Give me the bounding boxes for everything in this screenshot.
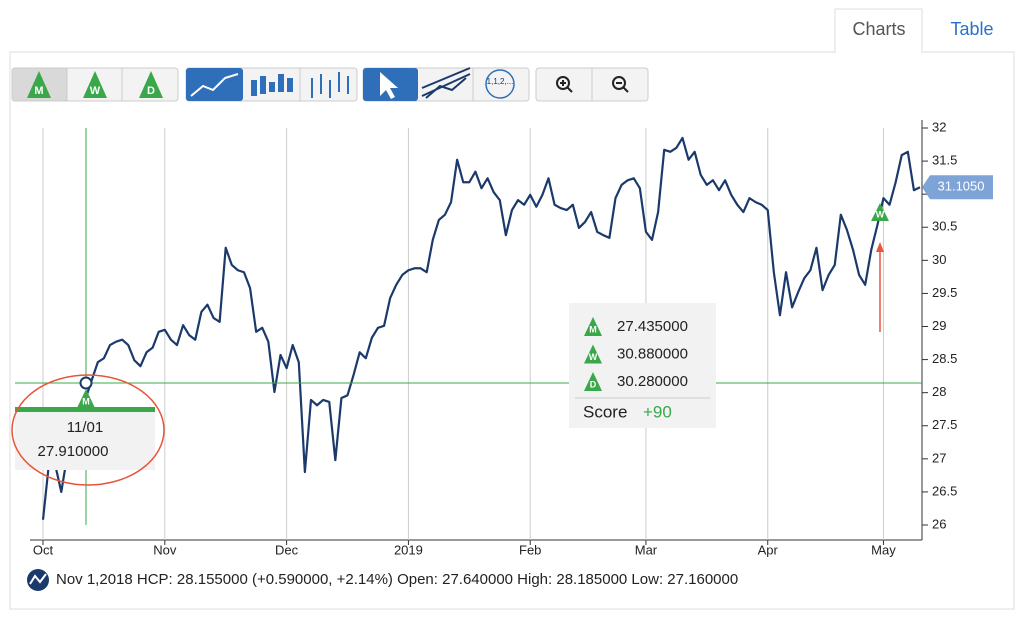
y-tick-label: 28 [932,384,946,399]
price-line [41,136,921,520]
pointer-icon [380,72,398,99]
signal-icon [584,372,602,391]
zoom-out[interactable] [612,76,629,93]
x-tick-label: Oct [33,542,54,557]
fib-icon[interactable] [485,69,515,99]
line-button-active[interactable] [186,68,243,101]
price-tag [922,175,993,200]
y-tick-label: 32 [932,119,946,134]
fib-icon-text: 1,1,2,... [487,77,514,86]
x-tick-label: Nov [153,542,177,557]
m-icon[interactable] [27,71,51,98]
w-signal [871,203,889,221]
crosshair-tag [15,412,155,470]
x-tick-label: Dec [275,542,299,557]
crosshair-tag-bar [15,407,155,412]
signal-letter: W [589,352,598,362]
m-signal-letter: M [82,396,90,406]
score-value: +90 [643,402,672,421]
panel [9,51,1015,610]
tab-table[interactable]: Table [950,19,993,39]
signal-letter: M [589,324,597,334]
d-letter: D [147,85,155,97]
ohlc-icon[interactable] [311,72,349,98]
y-tick-label: 28.5 [932,351,957,366]
x-tick-label: May [871,542,896,557]
signal-rows: M 27.435000 W 30.880000 D 30.280000 [584,317,688,391]
line-icon [190,73,239,97]
signal-icon [584,317,602,336]
score-label: Score [583,402,627,421]
w-letter: W [90,85,101,97]
w-icon[interactable] [83,71,107,98]
hover-point [79,376,93,390]
tab-charts[interactable]: Charts [852,19,905,39]
m-signal [77,389,95,408]
price-tag-label: 31.1050 [938,179,985,194]
x-tick-label: 2019 [394,542,423,557]
arrow-head [876,242,884,252]
y-tick-label: 30 [932,252,946,267]
signal-value: 27.435000 [617,318,688,335]
highlight-circle [11,374,165,486]
m-letter: M [34,85,43,97]
trend-icon[interactable] [421,67,471,99]
crosshair-value: 27.910000 [38,443,109,460]
candle-icon[interactable] [251,74,293,96]
x-tick-label: Feb [519,542,541,557]
y-tick-label: 26 [932,516,946,531]
signal-icon [584,344,602,364]
y-tick-label: 27.5 [932,417,957,432]
y-tick-label: 31.5 [932,153,957,168]
zoom-in[interactable] [556,76,573,93]
signal-value: 30.880000 [617,345,688,362]
status-text: Nov 1,2018 HCP: 28.155000 (+0.590000, +2… [56,571,738,588]
x-tick-label: Apr [758,542,779,557]
plot [41,136,921,520]
y-tick-label: 29.5 [932,285,957,300]
signal-letter: D [590,379,597,389]
w-signal-letter: W [876,209,885,219]
y-tick-label: 26.5 [932,483,957,498]
d-icon[interactable] [139,71,163,98]
x-tick-label: Mar [635,542,658,557]
y-tick-label: 30.5 [932,219,957,234]
y-tick-label: 27 [932,450,946,465]
crosshair-date: 11/01 [67,419,103,436]
status-icon-line [29,573,47,585]
y-tick-label: 29 [932,318,946,333]
signal-value: 30.280000 [617,373,688,390]
tab-active[interactable] [834,8,923,52]
